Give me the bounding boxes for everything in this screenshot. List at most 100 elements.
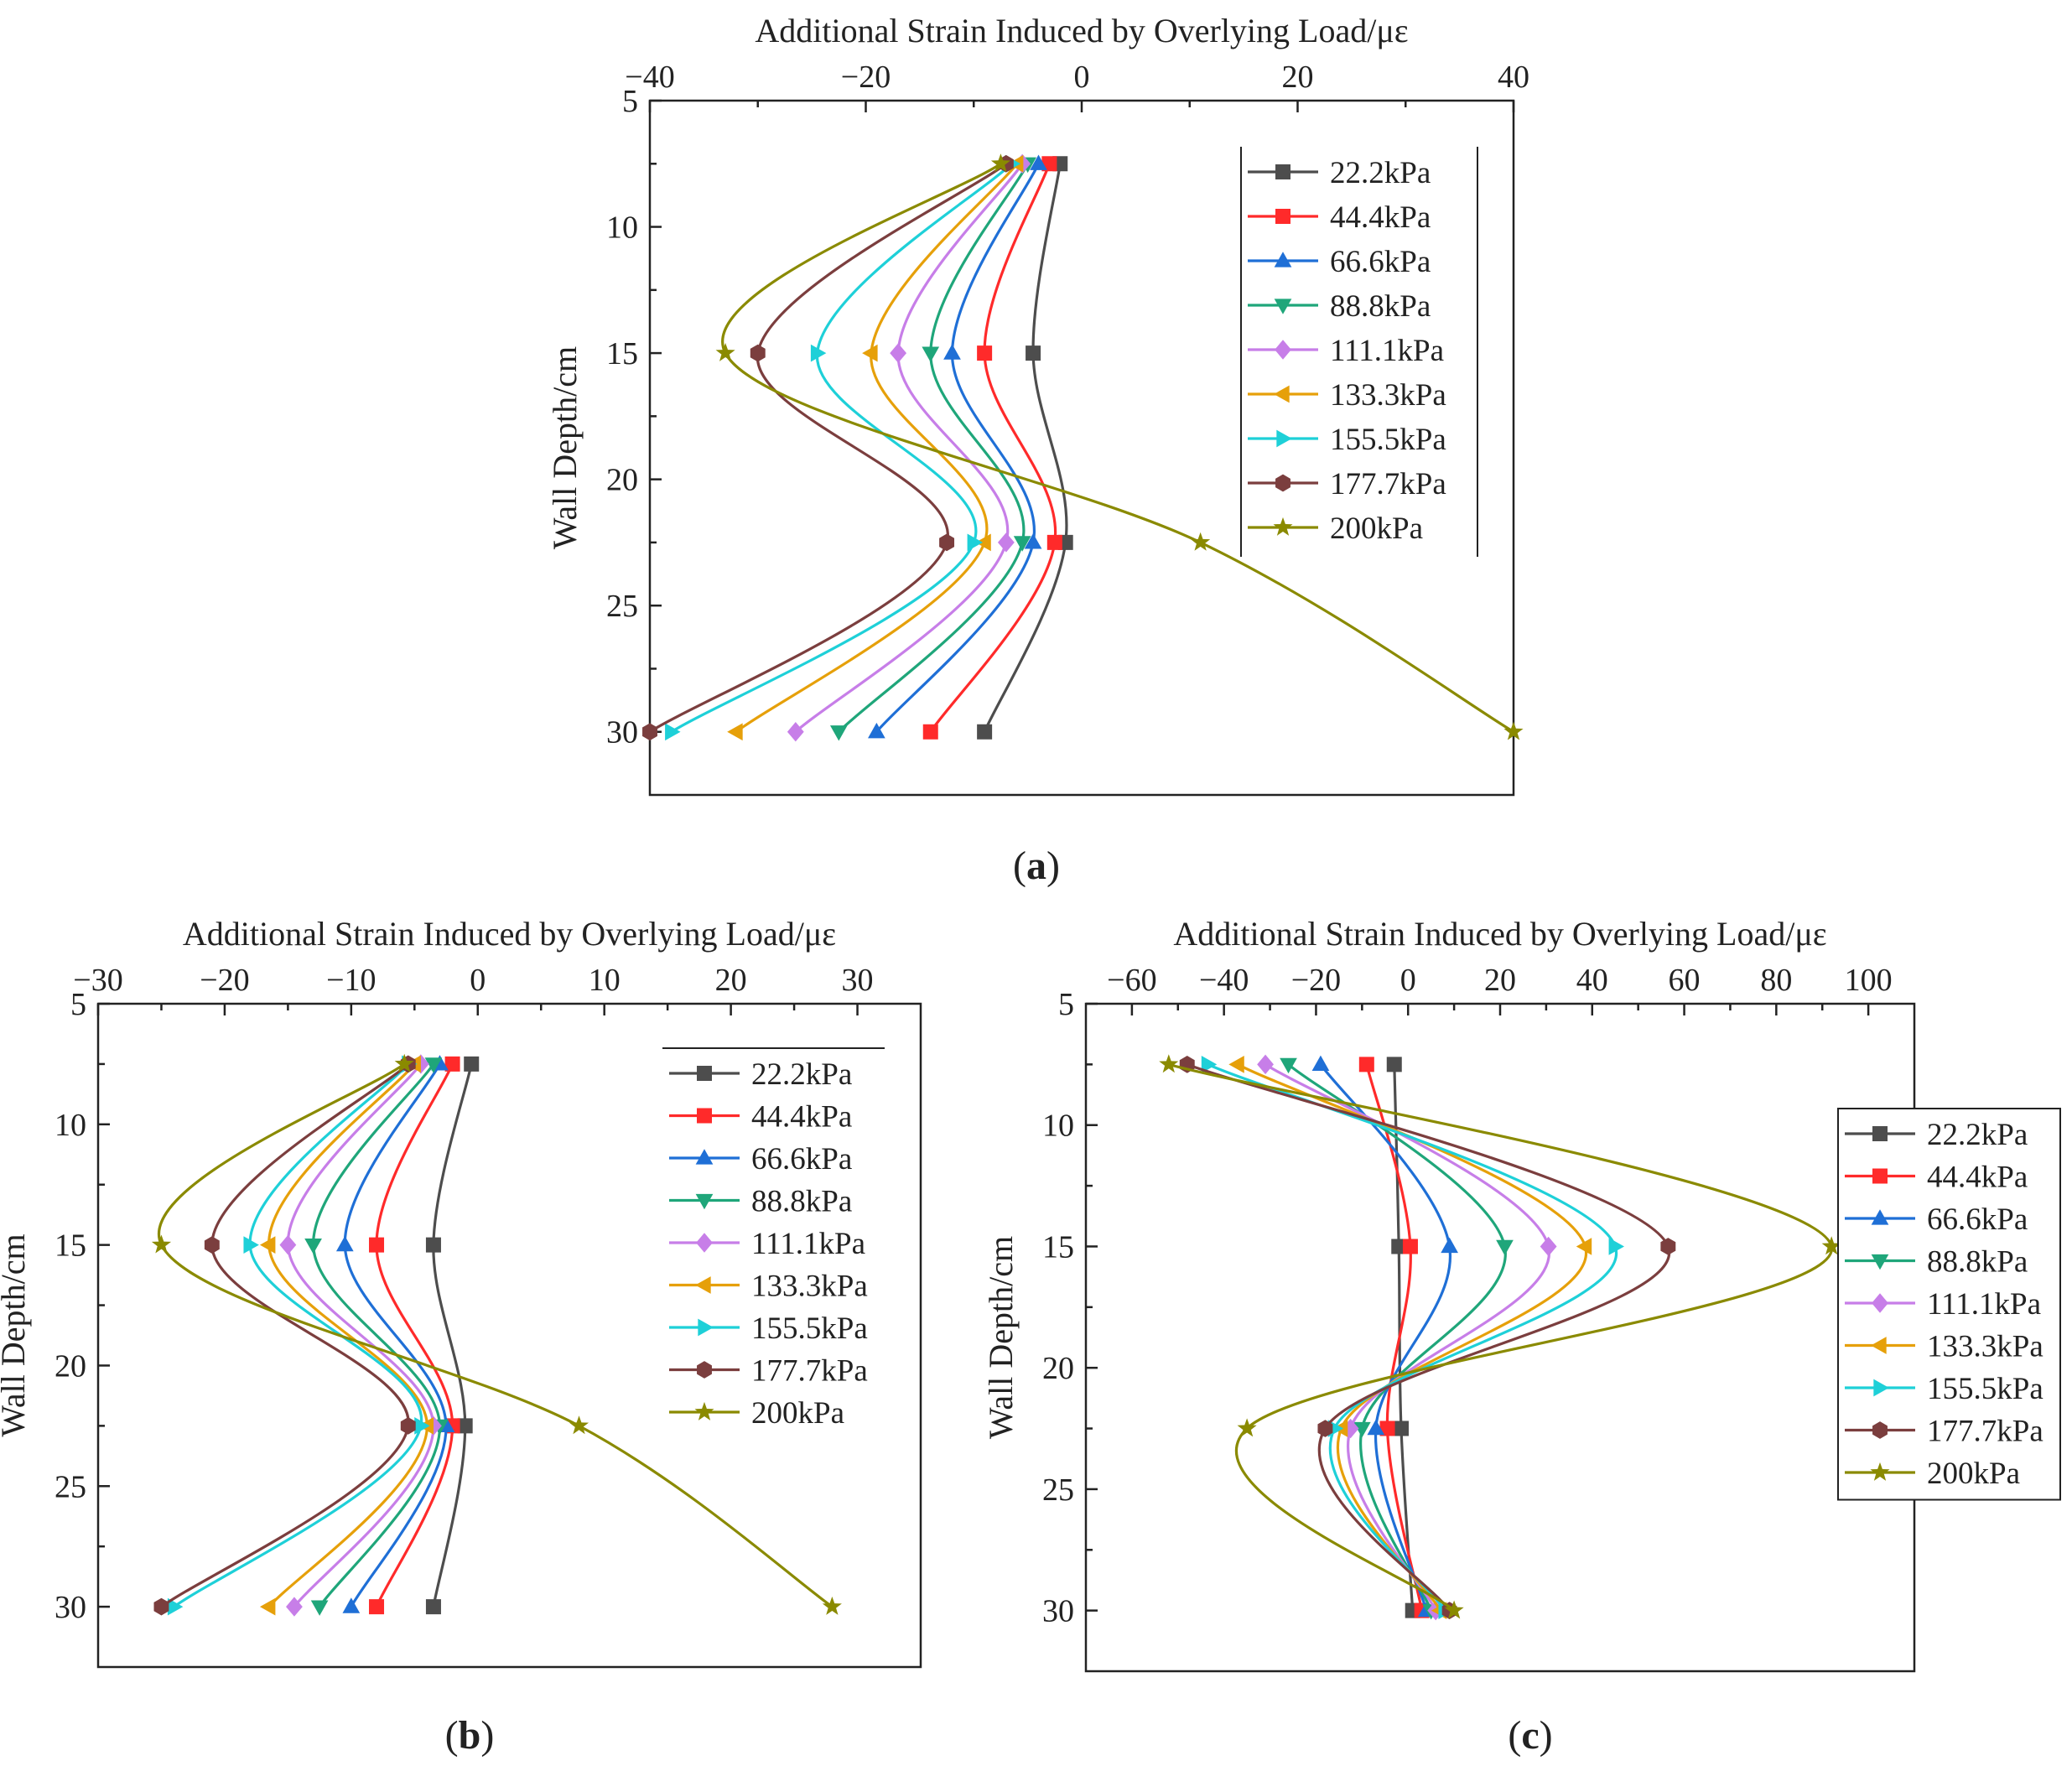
data-point	[829, 725, 848, 741]
data-point	[153, 1597, 169, 1616]
x-tick-label: −20	[200, 963, 249, 998]
plot-frame	[1084, 1002, 1916, 1673]
legend-marker	[695, 1149, 714, 1165]
legend-label: 111.1kPa	[1330, 334, 1444, 368]
data-point	[424, 1057, 443, 1073]
legend-label: 177.7kPa	[751, 1354, 868, 1389]
data-point	[810, 344, 827, 362]
series-line	[794, 163, 1024, 733]
series-200kPa	[1159, 1054, 1841, 1619]
data-point	[425, 1237, 441, 1253]
legend-label: 44.4kPa	[1330, 200, 1431, 235]
legend-label: 155.5kPa	[1330, 423, 1446, 457]
data-point	[400, 1417, 416, 1435]
data-point	[425, 1599, 441, 1615]
y-tick-label: 15	[55, 1228, 86, 1264]
panel-a-chart: −40 −20 0 20 40 5 10 15 20 25 30 Additional Strain …	[546, 12, 1529, 797]
data-point	[750, 344, 766, 362]
series-22.2kPa	[1386, 1057, 1420, 1618]
data-point	[997, 532, 1015, 553]
data-point	[259, 1236, 276, 1254]
series-133.3kPa	[727, 154, 1024, 741]
x-tick-label: 0	[1074, 60, 1090, 95]
panel-b-label: (b)	[445, 1713, 495, 1758]
data-point	[1191, 532, 1211, 551]
legend-marker	[1873, 1379, 1889, 1397]
series-line	[838, 163, 1030, 733]
series-200kPa	[715, 153, 1524, 740]
series-line	[286, 1062, 435, 1608]
series-line	[311, 1063, 442, 1607]
x-tick-label: 0	[470, 963, 486, 998]
x-tick-label: 40	[1576, 963, 1608, 998]
x-tick-label: 10	[589, 963, 621, 998]
data-point	[890, 343, 907, 363]
legend-label: 44.4kPa	[1927, 1161, 2028, 1195]
y-tick-label: 30	[606, 715, 638, 750]
data-point	[1379, 1420, 1395, 1436]
series-177.7kPa	[153, 1055, 416, 1616]
legend-marker	[698, 1318, 714, 1337]
data-point	[977, 345, 993, 361]
legend-marker	[695, 1193, 714, 1210]
legend-label: 111.1kPa	[751, 1227, 865, 1261]
legend-marker	[1872, 1126, 1888, 1141]
series-177.7kPa	[1179, 1056, 1676, 1619]
y-tick-label: 25	[1042, 1472, 1074, 1508]
data-point	[1496, 1239, 1514, 1256]
y-axis-title: Wall Depth/cm	[546, 346, 584, 549]
data-point	[939, 533, 955, 552]
x-axis-title: Additional Strain Induced by Overlying L…	[183, 915, 836, 953]
series-line	[1237, 1062, 1588, 1612]
data-point	[1013, 536, 1031, 552]
x-tick-label: −30	[73, 963, 122, 998]
data-point	[1024, 533, 1042, 549]
legend-marker	[1870, 1462, 1890, 1481]
x-tick-label: −20	[841, 60, 891, 95]
y-tick-label: 20	[1042, 1351, 1074, 1386]
legend-marker	[694, 1401, 714, 1420]
x-tick-label: 20	[1282, 60, 1314, 95]
data-point	[642, 723, 657, 741]
panel-a-label: (a)	[1013, 844, 1060, 888]
series-44.4kPa	[922, 156, 1062, 740]
data-point	[369, 1237, 385, 1253]
y-tick-label: 5	[1058, 987, 1074, 1022]
data-point	[1402, 1239, 1418, 1254]
data-point	[727, 723, 743, 741]
legend-marker	[696, 1233, 713, 1253]
series-111.1kPa	[279, 1054, 442, 1617]
legend-marker	[695, 1276, 711, 1294]
legend-label: 177.7kPa	[1927, 1415, 2043, 1449]
series-line	[1187, 1062, 1671, 1612]
legend-marker	[1872, 1421, 1888, 1439]
data-point	[167, 1597, 184, 1616]
x-tick-label: 40	[1498, 60, 1529, 95]
y-tick-label: 15	[606, 336, 638, 371]
series-line	[1287, 1063, 1507, 1612]
legend-marker	[1274, 299, 1292, 314]
legend-marker	[1274, 252, 1292, 267]
data-point	[715, 342, 735, 361]
data-point	[990, 153, 1010, 173]
data-point	[1280, 1057, 1297, 1074]
x-tick-label: −60	[1107, 963, 1156, 998]
legend-label: 66.6kPa	[1330, 245, 1431, 279]
legend: 22.2kPa 44.4kPa 66.6kPa 88.8kPa 111.1kPa 133.…	[1837, 1108, 2061, 1501]
series-133.3kPa	[259, 1055, 434, 1616]
legend-marker	[1274, 385, 1290, 403]
data-point	[259, 1597, 276, 1616]
x-tick-label: 80	[1760, 963, 1792, 998]
series-line	[929, 163, 1057, 733]
data-point	[1367, 1419, 1385, 1436]
x-tick-label: 60	[1669, 963, 1701, 998]
data-point	[1358, 1057, 1374, 1072]
data-point	[1311, 1055, 1330, 1072]
data-point	[868, 722, 885, 739]
y-tick-label: 20	[55, 1348, 86, 1384]
legend-label: 22.2kPa	[1330, 156, 1431, 190]
data-point	[369, 1599, 385, 1615]
data-point	[335, 1235, 354, 1252]
data-point	[457, 1418, 473, 1434]
